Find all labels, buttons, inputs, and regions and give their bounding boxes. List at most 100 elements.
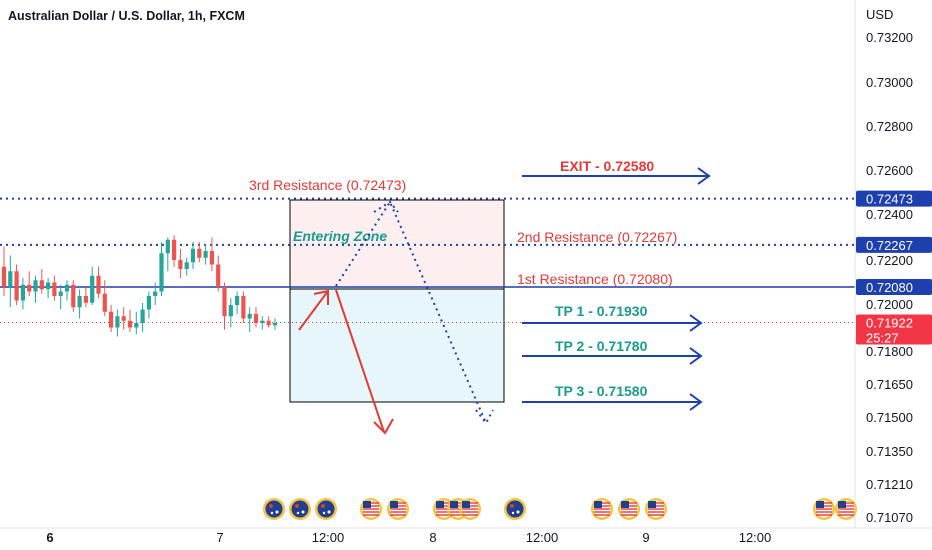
- australia-flag-icon[interactable]: [289, 498, 311, 520]
- time-tick-label: 12:00: [312, 530, 345, 545]
- current-price-tag-label: 0.71922: [866, 316, 913, 331]
- economic-event-icons[interactable]: [263, 498, 857, 520]
- 2nd-resistance-tag: [856, 236, 932, 253]
- price-tick-label: 0.72200: [866, 253, 913, 268]
- us-flag-icon[interactable]: [360, 498, 382, 520]
- time-tick-label: 9: [642, 530, 649, 545]
- candles: [1, 235, 277, 337]
- candle-body: [8, 271, 13, 287]
- candle-body: [109, 311, 114, 328]
- us-flag-icon[interactable]: [618, 498, 640, 520]
- price-tick-label: 0.72600: [866, 163, 913, 178]
- annotation-1st-resistance: 1st Resistance (0.72080): [517, 271, 673, 287]
- candle-body: [172, 239, 177, 260]
- price-tick-label: 0.71500: [866, 410, 913, 425]
- candle-body: [58, 291, 63, 296]
- annotation-tp2: TP 2 - 0.71780: [555, 338, 648, 354]
- australia-flag-icon[interactable]: [263, 498, 285, 520]
- red-down-arrow: [335, 289, 394, 435]
- tp2-arrow: [522, 347, 703, 365]
- price-tick-label: 0.71800: [866, 344, 913, 359]
- 1st-resistance-tag-label: 0.72080: [866, 280, 913, 295]
- candle-body: [127, 320, 133, 328]
- us-flag-icon[interactable]: [387, 498, 409, 520]
- target-zone-box: [290, 289, 504, 402]
- candle-body: [260, 320, 265, 323]
- us-flag-icon[interactable]: [645, 498, 667, 520]
- time-tick-label: 12:00: [526, 530, 559, 545]
- candle-body: [39, 280, 44, 290]
- price-tick-label: 0.71070: [866, 510, 913, 525]
- annotation-3rd-resistance: 3rd Resistance (0.72473): [249, 177, 406, 193]
- candle-body: [46, 282, 51, 290]
- candle-body: [266, 320, 271, 326]
- candle-body: [209, 251, 214, 265]
- price-tick-label: 0.71650: [866, 377, 913, 392]
- candle-body: [64, 284, 70, 292]
- candle-body: [90, 275, 95, 303]
- candle-body: [20, 284, 25, 301]
- candle-body: [71, 284, 76, 308]
- red-up-arrow: [298, 289, 329, 331]
- us-flag-icon[interactable]: [591, 498, 613, 520]
- chart-title: Australian Dollar / U.S. Dollar, 1h, FXC…: [8, 9, 245, 23]
- candle-body: [247, 314, 252, 319]
- time-axis-ticks: 6 7 12:00 8 12:00 9 12:00: [46, 530, 771, 545]
- candle-body: [184, 262, 189, 269]
- time-tick-label: 7: [216, 530, 223, 545]
- candle-body: [216, 264, 221, 287]
- candle-body: [146, 296, 151, 310]
- candle-body: [272, 323, 277, 326]
- 3rd-resistance-tag: [856, 190, 932, 207]
- australia-flag-icon[interactable]: [315, 498, 337, 520]
- tp1-arrow: [522, 314, 703, 332]
- exit-arrow: [522, 167, 711, 185]
- candle-body: [96, 275, 101, 294]
- candle-body: [228, 305, 233, 317]
- candle-body: [203, 251, 208, 258]
- projected-path: [335, 199, 494, 425]
- candle-body: [134, 323, 139, 328]
- candle-body: [235, 296, 240, 305]
- candle-body: [165, 239, 170, 254]
- 3rd-resistance-tag-label: 0.72473: [866, 192, 913, 207]
- current-price-tag: [856, 314, 932, 345]
- price-tick-label: 0.72800: [866, 119, 913, 134]
- candle-body: [241, 296, 246, 319]
- price-tick-label: 0.71350: [866, 444, 913, 459]
- us-flag-icon[interactable]: [835, 498, 857, 520]
- us-flag-icon[interactable]: [459, 498, 481, 520]
- candle-body: [33, 280, 38, 292]
- projection-box-outline: [289, 199, 505, 403]
- us-flag-icon[interactable]: [813, 498, 835, 520]
- candle-body: [52, 282, 57, 296]
- price-tick-label: 0.72000: [866, 297, 913, 312]
- candle-body: [77, 296, 82, 308]
- candle-body: [121, 316, 126, 321]
- candle-body: [140, 309, 145, 323]
- 2nd-resistance-tag-label: 0.72267: [866, 238, 913, 253]
- time-tick-label: 6: [46, 530, 53, 545]
- annotation-exit: EXIT - 0.72580: [560, 158, 654, 174]
- candle-body: [190, 248, 196, 263]
- time-tick-label: 12:00: [739, 530, 772, 545]
- candle-body: [115, 316, 120, 328]
- candle-body: [178, 260, 183, 269]
- candle-body: [14, 271, 19, 301]
- candle-body: [197, 248, 202, 258]
- australia-flag-icon[interactable]: [504, 498, 526, 520]
- 1st-resistance-tag: [856, 279, 932, 295]
- price-axis-ticks: 0.73200 0.73000 0.72800 0.72600 0.72400 0.722…: [866, 30, 913, 525]
- axis-currency: USD: [866, 7, 893, 22]
- price-countdown: 25:27: [866, 331, 899, 346]
- price-tick-label: 0.73200: [866, 30, 913, 45]
- candle-body: [102, 293, 107, 312]
- time-tick-label: 8: [429, 530, 436, 545]
- candle-body: [159, 253, 164, 292]
- annotation-entering-zone: Entering Zone: [293, 228, 387, 244]
- candle-body: [222, 287, 227, 317]
- annotation-2nd-resistance: 2nd Resistance (0.72267): [517, 229, 677, 245]
- price-tick-label: 0.72400: [866, 207, 913, 222]
